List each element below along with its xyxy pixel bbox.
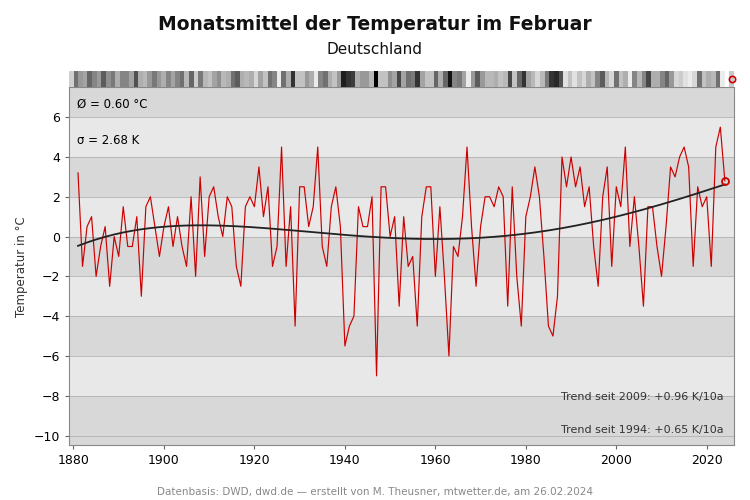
Text: σ = 2.68 K: σ = 2.68 K (77, 134, 140, 147)
Y-axis label: Temperatur in °C: Temperatur in °C (15, 216, 28, 317)
Text: Datenbasis: DWD, dwd.de — erstellt von M. Theusner, mtwetter.de, am 26.02.2024: Datenbasis: DWD, dwd.de — erstellt von M… (157, 488, 593, 498)
Bar (69, 117, 734, 157)
Bar (69, 356, 734, 396)
Bar (69, 236, 734, 277)
Text: Monatsmittel der Temperatur im Februar: Monatsmittel der Temperatur im Februar (158, 15, 592, 34)
Bar (69, 157, 734, 197)
Bar (69, 316, 734, 356)
Bar (69, 396, 734, 436)
Text: Trend seit 1994: +0.65 K/10a: Trend seit 1994: +0.65 K/10a (561, 424, 724, 434)
Bar (69, 197, 734, 236)
Text: Deutschland: Deutschland (327, 42, 423, 58)
Bar (69, 88, 734, 117)
Text: Ø = 0.60 °C: Ø = 0.60 °C (77, 98, 148, 111)
Bar (69, 276, 734, 316)
Text: Trend seit 2009: +0.96 K/10a: Trend seit 2009: +0.96 K/10a (561, 392, 724, 402)
Bar (69, 436, 734, 446)
